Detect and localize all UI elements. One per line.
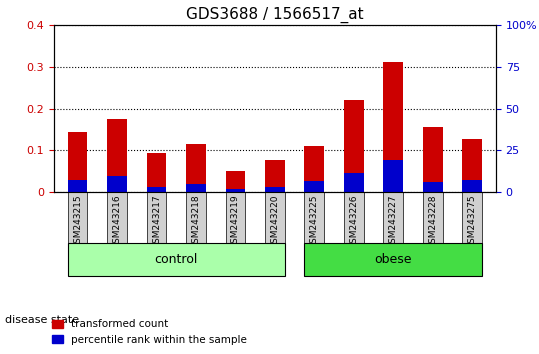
Bar — [225, 189, 245, 192]
Bar — [423, 127, 443, 192]
FancyBboxPatch shape — [147, 192, 167, 242]
Bar — [462, 139, 482, 192]
Bar — [225, 171, 245, 192]
FancyBboxPatch shape — [265, 192, 285, 242]
Bar — [107, 176, 127, 192]
Bar — [305, 146, 324, 192]
FancyBboxPatch shape — [186, 192, 206, 242]
Legend: transformed count, percentile rank within the sample: transformed count, percentile rank withi… — [49, 315, 251, 349]
Text: disease state: disease state — [5, 315, 80, 325]
FancyBboxPatch shape — [68, 192, 87, 242]
FancyBboxPatch shape — [383, 192, 403, 242]
Text: GSM243218: GSM243218 — [191, 195, 201, 250]
Bar — [68, 180, 87, 192]
FancyBboxPatch shape — [68, 242, 285, 276]
Bar — [344, 100, 364, 192]
Title: GDS3688 / 1566517_at: GDS3688 / 1566517_at — [186, 7, 364, 23]
FancyBboxPatch shape — [305, 242, 482, 276]
FancyBboxPatch shape — [225, 192, 245, 242]
Bar — [186, 144, 206, 192]
Text: GSM243216: GSM243216 — [113, 195, 121, 250]
Text: obese: obese — [375, 253, 412, 266]
Bar — [383, 160, 403, 192]
Text: GSM243219: GSM243219 — [231, 195, 240, 250]
Text: GSM243226: GSM243226 — [349, 195, 358, 249]
Bar — [265, 160, 285, 192]
Bar — [305, 181, 324, 192]
Text: GSM243228: GSM243228 — [429, 195, 437, 249]
Bar — [462, 180, 482, 192]
FancyBboxPatch shape — [305, 192, 324, 242]
Text: control: control — [155, 253, 198, 266]
Bar — [147, 153, 167, 192]
Text: GSM243227: GSM243227 — [389, 195, 398, 249]
Text: GSM243217: GSM243217 — [152, 195, 161, 250]
Bar — [344, 173, 364, 192]
FancyBboxPatch shape — [423, 192, 443, 242]
Text: GSM243275: GSM243275 — [468, 195, 476, 250]
Text: GSM243220: GSM243220 — [271, 195, 279, 249]
FancyBboxPatch shape — [107, 192, 127, 242]
Bar — [383, 62, 403, 192]
Text: GSM243215: GSM243215 — [73, 195, 82, 250]
Bar — [265, 187, 285, 192]
FancyBboxPatch shape — [344, 192, 364, 242]
Bar — [147, 187, 167, 192]
Text: GSM243225: GSM243225 — [310, 195, 319, 249]
Bar — [186, 184, 206, 192]
Bar — [107, 119, 127, 192]
Bar — [423, 182, 443, 192]
Bar — [68, 132, 87, 192]
FancyBboxPatch shape — [462, 192, 482, 242]
